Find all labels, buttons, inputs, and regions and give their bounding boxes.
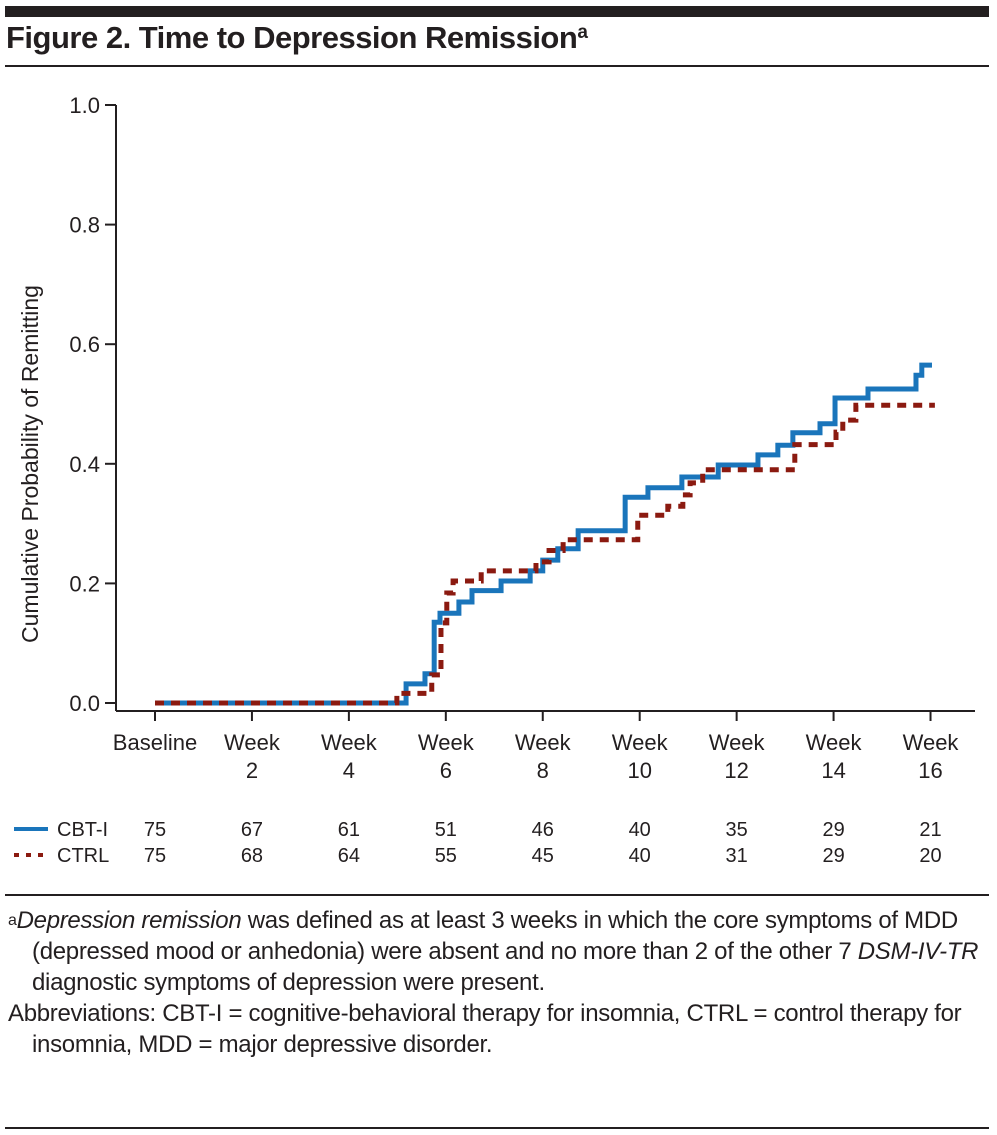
footnote-a: aDepression remission was defined as at … — [8, 905, 993, 998]
x-tick-label-line2: 4 — [343, 758, 355, 783]
x-tick-label-line2: 12 — [724, 758, 748, 783]
x-tick-label-line2: 14 — [821, 758, 845, 783]
risk-count: 40 — [629, 845, 651, 867]
footnote-abbreviations: Abbreviations: CBT-I = cognitive-behavio… — [8, 1000, 962, 1058]
y-tick-label: 0.4 — [69, 452, 100, 477]
figure-title-superscript: a — [577, 22, 588, 43]
footnote-italic-lead: Depression remission — [16, 907, 242, 934]
footnotes: aDepression remission was defined as at … — [8, 905, 993, 1060]
risk-count: 21 — [919, 819, 941, 841]
y-tick-label: 0.2 — [69, 571, 100, 596]
y-axis-label: Cumulative Probability of Remitting — [17, 285, 43, 643]
risk-count: 61 — [338, 819, 360, 841]
x-tick-label: Baseline — [113, 730, 197, 755]
footnote-text-1: was defined as at least 3 weeks in which… — [32, 907, 958, 965]
title-rule — [5, 65, 989, 67]
footnote-marker: a — [8, 912, 17, 929]
axes: 0.0 0.2 0.4 0.6 0.8 1.0 Cumulative Probability… — [17, 93, 975, 783]
x-tick-label: Week — [224, 730, 281, 755]
legend-label: CBT-I — [57, 819, 108, 841]
risk-count: 51 — [435, 819, 457, 841]
y-tick-label: 1.0 — [69, 93, 100, 118]
risk-count: 55 — [435, 845, 457, 867]
series-line-cbt-i — [155, 362, 932, 706]
top-bar — [5, 6, 989, 17]
risk-count: 29 — [822, 845, 844, 867]
risk-count: 46 — [532, 819, 554, 841]
x-tick-label: Week — [612, 730, 669, 755]
y-tick-label: 0.0 — [69, 691, 100, 716]
risk-count: 75 — [144, 819, 166, 841]
risk-count: 40 — [629, 819, 651, 841]
risk-count: 64 — [338, 845, 360, 867]
risk-count: 20 — [919, 845, 941, 867]
y-tick-label: 0.8 — [69, 213, 100, 238]
x-tick-label: Week — [709, 730, 766, 755]
footnote-text-2: diagnostic symptoms of depression were p… — [32, 969, 545, 996]
figure-title-text: Figure 2. Time to Depression Remission — [6, 20, 578, 55]
x-tick-label: Week — [321, 730, 378, 755]
risk-count: 31 — [726, 845, 748, 867]
x-tick-label-line2: 2 — [246, 758, 258, 783]
series-line-ctrl — [155, 402, 935, 706]
number-at-risk-table: CBT-I 75 67 61 51 46 40 35 29 21 CTRL 75 68 64 55 45 40 3… — [14, 819, 942, 867]
x-tick-label: Week — [903, 730, 960, 755]
x-tick-label: Week — [418, 730, 475, 755]
figure-title: Figure 2. Time to Depression Remissiona — [6, 20, 588, 56]
y-tick-label: 0.6 — [69, 332, 100, 357]
risk-count: 67 — [241, 819, 263, 841]
footnote-italic-mid: DSM-IV-TR — [857, 938, 979, 965]
footnote-rule — [5, 894, 989, 896]
risk-count: 29 — [822, 819, 844, 841]
legend-label: CTRL — [57, 845, 109, 867]
chart: 0.0 0.2 0.4 0.6 0.8 1.0 Cumulative Probability… — [14, 93, 975, 867]
risk-count: 45 — [532, 845, 554, 867]
risk-count: 35 — [726, 819, 748, 841]
risk-count: 75 — [144, 845, 166, 867]
bottom-rule — [5, 1127, 989, 1129]
x-tick-label-line2: 10 — [627, 758, 651, 783]
x-tick-label-line2: 6 — [440, 758, 452, 783]
risk-count: 68 — [241, 845, 263, 867]
x-tick-label-line2: 16 — [918, 758, 942, 783]
x-tick-label: Week — [806, 730, 863, 755]
x-tick-label-line2: 8 — [537, 758, 549, 783]
series-layer — [155, 362, 935, 706]
x-tick-label: Week — [515, 730, 572, 755]
